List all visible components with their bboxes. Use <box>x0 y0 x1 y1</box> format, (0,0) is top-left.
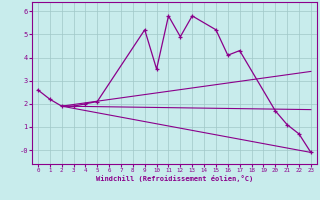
X-axis label: Windchill (Refroidissement éolien,°C): Windchill (Refroidissement éolien,°C) <box>96 175 253 182</box>
